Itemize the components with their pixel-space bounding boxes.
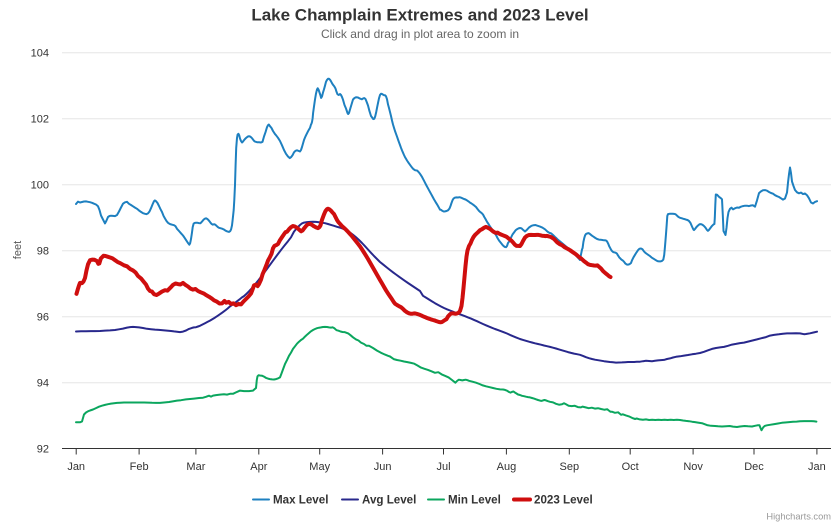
svg-text:Avg Level: Avg Level <box>362 494 416 507</box>
svg-text:feet: feet <box>12 241 24 259</box>
svg-text:Dec: Dec <box>744 461 764 473</box>
svg-text:Jan: Jan <box>67 461 85 473</box>
svg-text:Feb: Feb <box>130 461 149 473</box>
svg-text:98: 98 <box>37 246 49 258</box>
svg-text:Jul: Jul <box>436 461 450 473</box>
svg-text:Oct: Oct <box>622 461 639 473</box>
svg-text:May: May <box>309 461 330 473</box>
svg-text:94: 94 <box>37 378 49 390</box>
svg-text:92: 92 <box>37 444 49 456</box>
svg-text:Highcharts.com: Highcharts.com <box>766 512 831 522</box>
svg-text:Sep: Sep <box>560 461 580 473</box>
svg-text:Max Level: Max Level <box>273 494 328 507</box>
svg-text:2023 Level: 2023 Level <box>534 494 593 507</box>
svg-text:104: 104 <box>31 48 49 60</box>
svg-text:96: 96 <box>37 312 49 324</box>
svg-text:Nov: Nov <box>683 461 703 473</box>
svg-text:Aug: Aug <box>497 461 517 473</box>
svg-text:Mar: Mar <box>186 461 205 473</box>
svg-text:Jun: Jun <box>374 461 392 473</box>
svg-text:Apr: Apr <box>250 461 267 473</box>
svg-text:Lake Champlain Extremes and 20: Lake Champlain Extremes and 2023 Level <box>251 6 588 25</box>
svg-text:100: 100 <box>31 180 49 192</box>
svg-text:Jan: Jan <box>808 461 826 473</box>
svg-text:Click and drag in plot area to: Click and drag in plot area to zoom in <box>321 27 519 41</box>
svg-text:102: 102 <box>31 114 49 126</box>
svg-text:Min Level: Min Level <box>448 494 501 507</box>
